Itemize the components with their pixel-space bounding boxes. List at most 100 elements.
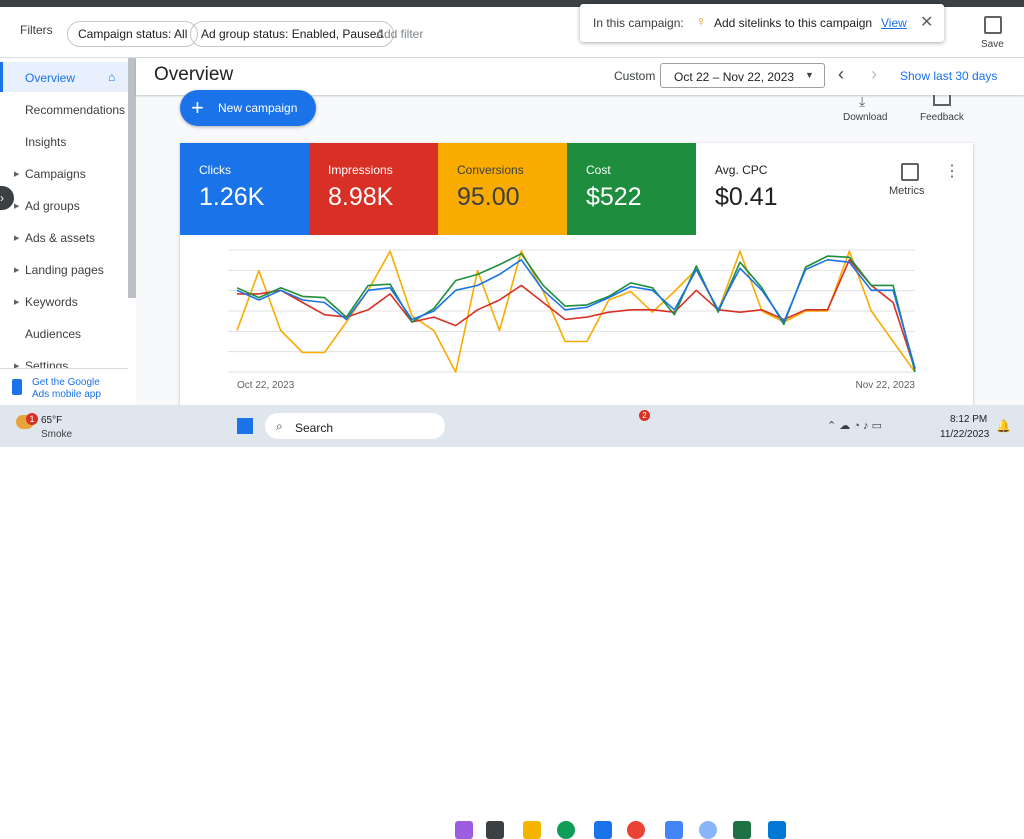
app-icon[interactable] <box>523 821 541 839</box>
metrics-label[interactable]: Metrics <box>889 185 925 197</box>
new-campaign[interactable]: + New campaign <box>180 90 316 126</box>
new-campaign-label[interactable]: New campaign <box>218 101 298 115</box>
series-line <box>236 259 916 369</box>
weather-badge: 1 <box>26 413 38 425</box>
temp[interactable]: 65°F <box>41 415 63 426</box>
app-icon[interactable] <box>486 821 504 839</box>
nav-item[interactable]: Overview <box>25 71 76 85</box>
add-filter[interactable]: Add filter <box>376 27 424 41</box>
search-icon: ⌕ <box>276 419 283 433</box>
next-arrow: › <box>871 64 877 84</box>
metric-tile[interactable]: Avg. CPC $0.41 <box>696 143 825 235</box>
chrome-badge: 2 <box>639 410 650 421</box>
prev-arrow[interactable]: ‹ <box>838 64 844 84</box>
search-box[interactable] <box>265 413 445 439</box>
range-type: Custom <box>614 69 656 83</box>
feedback-icon[interactable] <box>933 95 951 106</box>
date[interactable]: 11/22/2023 <box>940 429 990 440</box>
app-icon[interactable] <box>594 821 612 839</box>
divider <box>0 57 1024 58</box>
nav-item[interactable]: Campaigns <box>25 167 86 181</box>
metric-tile[interactable]: Impressions 8.98K <box>309 143 438 235</box>
metric-value[interactable]: $522 <box>586 183 642 211</box>
save-label[interactable]: Save <box>981 39 1004 50</box>
metric-label[interactable]: Clicks <box>199 163 231 177</box>
more-icon[interactable]: ⋮ <box>944 163 960 180</box>
app-icon[interactable] <box>557 821 575 839</box>
save-icon[interactable] <box>984 16 1002 34</box>
bulb-icon: ♀ <box>696 13 707 29</box>
metric-tile[interactable]: Cost $522 <box>567 143 696 235</box>
series-line <box>236 250 916 373</box>
time[interactable]: 8:12 PM <box>950 414 988 425</box>
notice-prefix: In this campaign: <box>593 16 684 30</box>
date-range[interactable]: Oct 22 – Nov 22, 2023 <box>674 70 795 84</box>
metric-label[interactable]: Avg. CPC <box>715 163 768 177</box>
nav-arrow: ▶ <box>14 299 20 306</box>
notice: In this campaign: ♀ Add sitelinks to thi… <box>580 4 944 42</box>
tray-icons[interactable]: ⌃ ☁ ◔ ♪ ▭ <box>827 420 882 432</box>
app-icon[interactable] <box>733 821 751 839</box>
page-title: Overview <box>154 64 234 85</box>
taskbar: 1 65°F Smoke ⌕ Search 2 ⌃ ☁ ◔ ♪ ▭ 8:12 P… <box>0 405 1024 839</box>
nav-item[interactable]: Keywords <box>25 295 78 309</box>
filters-label: Filters <box>20 23 53 37</box>
expand-button[interactable]: › <box>0 186 14 210</box>
metric-value[interactable]: 1.26K <box>199 183 265 211</box>
metric-value[interactable]: $0.41 <box>715 183 778 211</box>
nav-arrow: ▶ <box>14 171 20 178</box>
nav-item[interactable]: Recommendations <box>25 103 126 117</box>
notice-text: Add sitelinks to this campaign <box>714 16 873 30</box>
app-icon[interactable] <box>627 821 645 839</box>
dropdown-arrow: ▼ <box>805 70 814 80</box>
nav-arrow: ▶ <box>14 203 20 210</box>
metric-label[interactable]: Impressions <box>328 163 393 177</box>
filter-chip[interactable]: Ad group status: Enabled, Paused <box>190 21 395 47</box>
nav-selected <box>0 62 128 92</box>
metrics-icon[interactable] <box>901 163 919 181</box>
metric-tile[interactable]: Conversions 95.00 <box>438 143 567 235</box>
header <box>136 58 1024 95</box>
metric-tile[interactable]: Clicks 1.26K <box>180 143 309 235</box>
download-icon[interactable]: ⤓ <box>859 93 866 109</box>
download-label[interactable]: Download <box>843 112 888 123</box>
phone-icon <box>12 379 22 395</box>
nav-item[interactable]: Ads & assets <box>25 231 96 245</box>
metric-value[interactable]: 8.98K <box>328 183 394 211</box>
app-icon[interactable] <box>768 821 786 839</box>
series-line <box>237 259 916 370</box>
app-icon[interactable] <box>699 821 717 839</box>
mobile-app-text[interactable]: Get the Google Ads mobile app <box>32 377 101 400</box>
nav-item[interactable]: Audiences <box>25 327 82 341</box>
nav-item[interactable]: Ad groups <box>25 199 80 213</box>
x-tick-label: Oct 22, 2023 <box>237 380 295 391</box>
nav-item[interactable]: Landing pages <box>25 263 104 277</box>
start-icon[interactable] <box>237 418 253 434</box>
home-icon: ⌂ <box>108 70 116 84</box>
weather[interactable]: Smoke <box>41 429 73 440</box>
app-icon[interactable] <box>455 821 473 839</box>
search-label[interactable]: Search <box>295 421 334 435</box>
x-tick-label: Nov 22, 2023 <box>856 380 916 391</box>
close-icon[interactable]: ✕ <box>920 14 934 31</box>
nav-item[interactable]: Insights <box>25 135 67 149</box>
bell-icon[interactable]: 🔔 <box>996 419 1011 433</box>
top-strip <box>0 0 1024 7</box>
scrollbar <box>128 58 136 298</box>
notice-link[interactable]: View <box>881 16 907 30</box>
app-icon[interactable] <box>665 821 683 839</box>
filter-chip[interactable]: Campaign status: All <box>67 21 199 47</box>
nav-arrow: ▶ <box>14 235 20 242</box>
chart: Oct 22, 2023 Nov 22, 2023 <box>228 249 916 391</box>
nav-arrow: ▶ <box>14 363 20 370</box>
metric-label[interactable]: Cost <box>586 163 611 177</box>
date-picker[interactable]: Oct 22 – Nov 22, 2023 ▼ <box>660 63 825 88</box>
metric-label[interactable]: Conversions <box>457 163 524 177</box>
sidebar <box>0 58 128 405</box>
mobile-app[interactable]: Get the Google Ads mobile app <box>0 368 128 406</box>
metric-value[interactable]: 95.00 <box>457 183 520 211</box>
feedback-label[interactable]: Feedback <box>920 112 964 123</box>
plus-icon: + <box>191 95 204 120</box>
show-last[interactable]: Show last 30 days <box>900 69 998 83</box>
